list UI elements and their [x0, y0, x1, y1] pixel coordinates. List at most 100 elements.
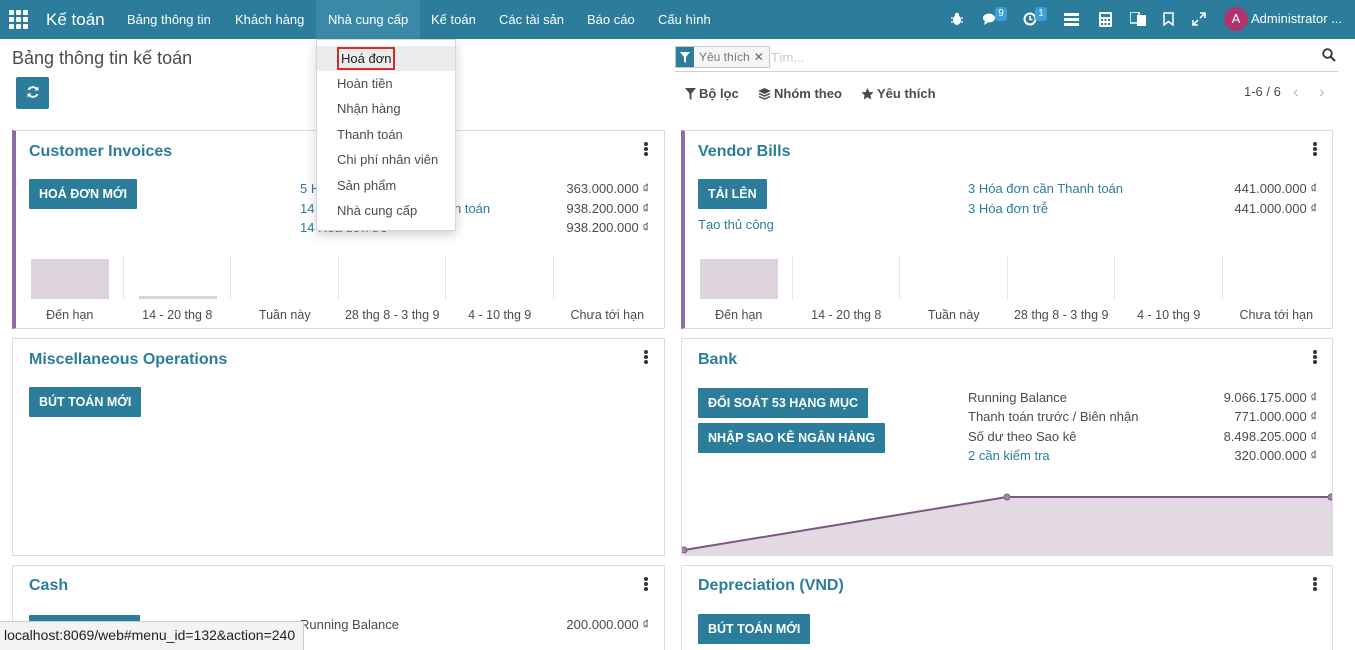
customer-invoices-chart-column: [16, 255, 124, 299]
dropdown-item-refunds[interactable]: Hoàn tiền: [337, 76, 393, 91]
refresh-button[interactable]: [16, 77, 49, 109]
customer-invoices-chart-column: [231, 255, 339, 299]
bank-balance-chart[interactable]: [682, 489, 1333, 556]
to-check-link[interactable]: 2 cần kiểm tra: [968, 448, 1050, 463]
facet-remove-icon[interactable]: ✕: [753, 50, 764, 64]
kebab-menu-icon[interactable]: [1313, 350, 1317, 364]
vendors-dropdown-menu: Hoá đơn Hoàn tiền Nhận hàng Thanh toán C…: [316, 39, 456, 231]
app-brand[interactable]: Kế toán: [46, 10, 105, 29]
customer-invoices-chart[interactable]: Đến hạn 14 - 20 thg 8 Tuần này 28 thg 8 - 3…: [16, 255, 661, 325]
new-invoice-button[interactable]: HOÁ ĐƠN MỚI: [29, 179, 137, 209]
bills-to-pay-link[interactable]: 3 Hóa đơn cần Thanh toán: [968, 181, 1124, 196]
kebab-menu-icon[interactable]: [644, 350, 648, 364]
menu-dashboard[interactable]: Bảng thông tin: [127, 12, 211, 27]
favorites-button[interactable]: Yêu thích: [861, 86, 936, 101]
customer-invoices-chart-label: Đến hạn: [46, 308, 94, 322]
app-grid-icon[interactable]: [9, 10, 29, 30]
menu-reporting[interactable]: Báo cáo: [587, 12, 635, 27]
search-icon[interactable]: [1322, 48, 1336, 65]
page-title: Bảng thông tin kế toán: [12, 48, 193, 68]
menu-accounting[interactable]: Kế toán: [431, 12, 476, 27]
import-statement-button[interactable]: NHẬP SAO KÊ NGÂN HÀNG: [698, 423, 886, 453]
bug-icon[interactable]: [949, 11, 965, 27]
create-manually-link[interactable]: Tạo thủ công: [698, 217, 774, 232]
language-icon[interactable]: [1129, 11, 1147, 27]
dropdown-item-receipts[interactable]: Nhận hàng: [337, 101, 401, 116]
invoice-link-1[interactable]: 5 H: [300, 181, 321, 196]
invoice-amount-1: 363.000.000 ₫: [566, 181, 649, 196]
pager-next-icon[interactable]: ›: [1319, 82, 1325, 101]
bookmark-icon[interactable]: [1161, 11, 1175, 27]
new-entry-button[interactable]: BÚT TOÁN MỚI: [29, 387, 142, 417]
user-menu[interactable]: Administrator ...: [1251, 11, 1343, 26]
invoice-link-2-tail[interactable]: n toán: [454, 201, 491, 216]
customer-invoices-chart-label: Tuần này: [258, 308, 311, 322]
bank-title[interactable]: Bank: [698, 351, 738, 368]
cash-title[interactable]: Cash: [29, 577, 69, 594]
chat-icon[interactable]: [981, 11, 999, 27]
browser-status-url: localhost:8069/web#menu_id=132&action=24…: [0, 621, 305, 650]
avatar[interactable]: A: [1224, 7, 1248, 31]
dropdown-item-payments[interactable]: Thanh toán: [337, 127, 403, 142]
bank-row-amount: 771.000.000 ₫: [1234, 409, 1317, 424]
customer-invoices-chart-bar[interactable]: [138, 296, 217, 299]
activities-badge: 1: [1035, 7, 1047, 21]
group-by-button[interactable]: Nhóm theo: [758, 86, 842, 101]
vendor-bills-chart-label: 28 thg 8 - 3 thg 9: [1013, 308, 1109, 322]
customer-invoices-chart-label: 28 thg 8 - 3 thg 9: [344, 308, 440, 322]
vendor-bills-title[interactable]: Vendor Bills: [698, 143, 791, 160]
vendor-bills-chart[interactable]: Đến hạn 14 - 20 thg 8 Tuần này 28 thg 8 - 3…: [685, 255, 1330, 325]
bank-row-label: Số dư theo Sao kê: [968, 429, 1077, 444]
search-facet[interactable]: Yêu thích ✕: [675, 46, 770, 68]
pager-value[interactable]: 1-6 / 6: [1244, 84, 1281, 99]
dropdown-item-expenses[interactable]: Chi phí nhân viên: [337, 152, 439, 167]
kebab-menu-icon[interactable]: [644, 142, 648, 156]
bank-row-amount: 320.000.000 ₫: [1234, 448, 1317, 463]
calculator-icon[interactable]: [1097, 11, 1113, 27]
vendor-bills-chart-label: Tuần này: [927, 308, 980, 322]
customer-invoices-chart-bar[interactable]: [31, 259, 109, 299]
vendor-bills-chart-bar[interactable]: [700, 259, 778, 299]
menu-configuration[interactable]: Cấu hình: [658, 12, 711, 27]
dropdown-item-products[interactable]: Sản phẩm: [337, 178, 397, 193]
bills-amount-1: 441.000.000 ₫: [1234, 181, 1317, 196]
facet-label: Yêu thích: [699, 50, 750, 64]
menu-customers[interactable]: Khách hàng: [235, 12, 305, 27]
cash-row-label: Running Balance: [300, 617, 400, 632]
layers-icon: [758, 87, 771, 100]
invoice-amount-2: 938.200.000 ₫: [566, 201, 649, 216]
misc-operations-card: Miscellaneous Operations BÚT TOÁN MỚI: [12, 338, 665, 556]
vendor-bills-chart-label: Đến hạn: [715, 308, 763, 322]
search-bar[interactable]: Yêu thích ✕ Tìm...: [675, 44, 1338, 72]
customer-invoices-chart-column: [124, 255, 231, 299]
customer-invoices-title[interactable]: Customer Invoices: [29, 143, 173, 160]
menu-assets[interactable]: Các tài sản: [499, 12, 565, 27]
customer-invoices-chart-label: Chưa tới hạn: [570, 308, 645, 322]
dropdown-item-vendors[interactable]: Nhà cung cấp: [337, 203, 418, 218]
pager-previous-icon[interactable]: ‹: [1293, 82, 1299, 101]
reconcile-button[interactable]: ĐỐI SOÁT 53 HẠNG MỤC: [698, 388, 869, 418]
expand-icon[interactable]: [1191, 11, 1207, 27]
invoice-amount-3: 938.200.000 ₫: [566, 220, 649, 235]
bank-balance-point: [1003, 493, 1011, 501]
star-icon: [861, 87, 874, 99]
kebab-menu-icon[interactable]: [1313, 142, 1317, 156]
menu-vendors[interactable]: Nhà cung cấp: [316, 0, 421, 39]
depreciation-new-entry-button[interactable]: BÚT TOÁN MỚI: [698, 614, 811, 644]
vendor-bills-chart-label: 4 - 10 thg 9: [1137, 308, 1201, 322]
dropdown-item-bills[interactable]: Hoá đơn: [317, 46, 455, 71]
upload-button[interactable]: TẢI LÊN: [698, 179, 767, 209]
invoice-link-2[interactable]: 14: [300, 201, 315, 216]
bank-row-amount: 8.498.205.000 ₫: [1223, 429, 1317, 444]
misc-operations-title[interactable]: Miscellaneous Operations: [29, 351, 228, 368]
list-icon[interactable]: [1063, 11, 1079, 27]
filters-button[interactable]: Bộ lọc: [685, 86, 739, 101]
late-bills-link[interactable]: 3 Hóa đơn trễ: [968, 201, 1049, 216]
bills-amount-2: 441.000.000 ₫: [1234, 201, 1317, 216]
search-input[interactable]: Tìm...: [771, 50, 805, 65]
depreciation-title[interactable]: Depreciation (VND): [698, 577, 844, 594]
kebab-menu-icon[interactable]: [644, 577, 648, 591]
kebab-menu-icon[interactable]: [1313, 577, 1317, 591]
bank-balance-point: [682, 546, 688, 554]
customer-invoices-chart-label: 4 - 10 thg 9: [468, 308, 532, 322]
